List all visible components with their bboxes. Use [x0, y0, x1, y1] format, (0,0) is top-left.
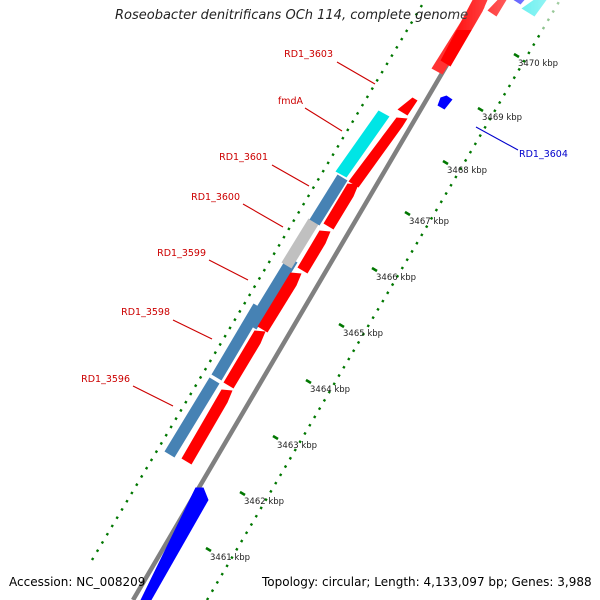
scale-ticks: 3461 kbp 3462 kbp 3463 kbp 3464 kbp 3465 kbp…	[205, 52, 558, 563]
gene-label-rd1-3599[interactable]: RD1_3599	[157, 248, 206, 259]
gene-label-leader-line	[336, 61, 376, 85]
gene-rd1-3596-cog-block[interactable]	[164, 377, 220, 458]
scale-tick-mark	[305, 378, 312, 385]
gene-labels: RD1_3603 fmdA RD1_3601 RD1_3600 RD1_3599 RD1_…	[81, 49, 568, 407]
cog-ring	[164, 0, 547, 458]
gene-label-leader-line	[132, 385, 174, 407]
scale-tick-label: 3464 kbp	[310, 385, 350, 395]
scale-tick-label: 3466 kbp	[376, 273, 416, 283]
scale-tick-label: 3467 kbp	[409, 217, 449, 227]
forward-cds-arrow[interactable]	[257, 272, 302, 333]
scale-tick-mark	[371, 266, 378, 273]
gene-label-rd1-3604[interactable]: RD1_3604	[519, 149, 568, 160]
forward-cds-arrow[interactable]	[297, 230, 331, 274]
forward-cds-arrow[interactable]	[348, 117, 408, 188]
scale-tick-mark	[404, 210, 411, 217]
scale-tick-label: 3469 kbp	[482, 113, 522, 123]
scale-tick-label: 3470 kbp	[518, 59, 558, 69]
outer-dotted-ring	[205, 0, 562, 600]
accession-text: Accession: NC_008209	[9, 575, 146, 589]
scale-tick-mark	[239, 490, 246, 497]
gene-rd1-3604-cog-block[interactable]	[521, 0, 547, 17]
scale-tick-mark	[205, 546, 212, 553]
gene-rd1-3599-cog-block[interactable]	[246, 256, 298, 330]
gene-rd1-3601-cog-block[interactable]	[309, 174, 348, 226]
gene-label-rd1-3598[interactable]: RD1_3598	[121, 307, 170, 318]
reverse-cds-arrow[interactable]	[513, 0, 525, 5]
gene-label-rd1-3600[interactable]: RD1_3600	[191, 192, 240, 203]
gene-label-leader-line	[304, 107, 343, 132]
gene-label-leader-line	[208, 259, 249, 281]
scale-tick-mark	[513, 52, 520, 59]
forward-cds-arrow[interactable]	[487, 0, 507, 17]
forward-cds-arrow[interactable]	[397, 97, 418, 116]
gene-label-rd1-3601[interactable]: RD1_3601	[219, 152, 268, 163]
scale-tick-label: 3462 kbp	[244, 497, 284, 507]
gene-label-fmda[interactable]: fmdA	[278, 96, 304, 107]
gene-label-rd1-3603[interactable]: RD1_3603	[284, 49, 333, 60]
gene-label-rd1-3596[interactable]: RD1_3596	[81, 374, 130, 385]
forward-cds-arrow[interactable]	[323, 183, 359, 230]
scale-tick-label: 3465 kbp	[343, 329, 383, 339]
gene-fmda-cog-block[interactable]	[335, 110, 390, 178]
scale-tick-mark	[338, 322, 345, 329]
gene-rd1-3600-cog-block[interactable]	[281, 218, 319, 269]
reverse-strand-cds	[140, 0, 525, 600]
gene-label-leader-line	[242, 203, 284, 228]
scale-tick-mark	[272, 434, 279, 441]
forward-strand-cds	[181, 0, 507, 465]
gene-label-leader-line	[271, 164, 310, 187]
reverse-cds-arrow[interactable]	[437, 95, 453, 110]
scale-tick-label: 3461 kbp	[210, 553, 250, 563]
reverse-cds-arrow[interactable]	[140, 487, 209, 600]
scale-tick-mark	[477, 106, 484, 113]
map-title: Roseobacter denitrificans OCh 114, compl…	[115, 8, 469, 23]
gene-label-leader-line	[172, 319, 213, 340]
scale-tick-label: 3463 kbp	[277, 441, 317, 451]
forward-cds-arrow[interactable]	[181, 389, 233, 465]
scale-tick-mark	[442, 159, 449, 166]
scale-tick-label: 3468 kbp	[447, 166, 487, 176]
forward-cds-arrow[interactable]	[223, 330, 266, 389]
gene-label-leader-line	[475, 126, 519, 151]
topology-text: Topology: circular; Length: 4,133,097 bp…	[262, 575, 592, 589]
